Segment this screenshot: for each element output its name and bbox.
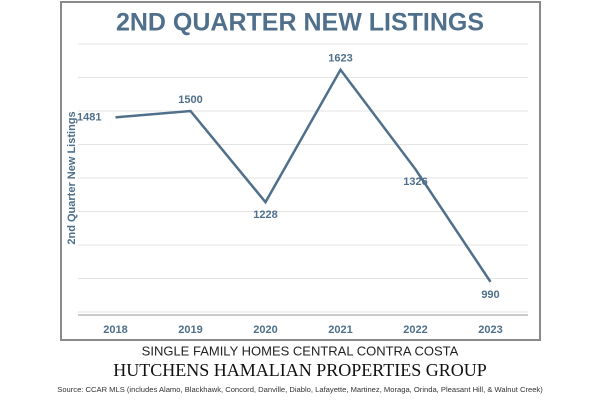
data-line [115, 67, 492, 283]
brand: HUTCHENS HAMALIAN PROPERTIES GROUP [113, 360, 486, 380]
data-label: 1326 [403, 176, 427, 188]
data-label: 1481 [77, 111, 101, 123]
data-label: 1500 [178, 94, 202, 106]
data-label: 1623 [328, 53, 352, 65]
subtitle: SINGLE FAMILY HOMES CENTRAL CONTRA COSTA [142, 343, 459, 358]
data-label: 1228 [253, 209, 277, 221]
data-label: 990 [481, 289, 499, 301]
source-note: Source: CCAR MLS (includes Alamo, Blackh… [57, 385, 543, 394]
chart-title: 2ND QUARTER NEW LISTINGS [116, 9, 484, 37]
x-tick-label: 2021 [328, 324, 352, 336]
y-axis-label: 2nd Quarter New Listings [66, 111, 78, 244]
x-tick-label: 2018 [103, 324, 127, 336]
x-tick-label: 2019 [178, 324, 202, 336]
x-tick-label: 2022 [403, 324, 427, 336]
x-tick-label: 2023 [478, 324, 502, 336]
chart-border [60, 1, 541, 341]
x-tick-label: 2020 [253, 324, 277, 336]
